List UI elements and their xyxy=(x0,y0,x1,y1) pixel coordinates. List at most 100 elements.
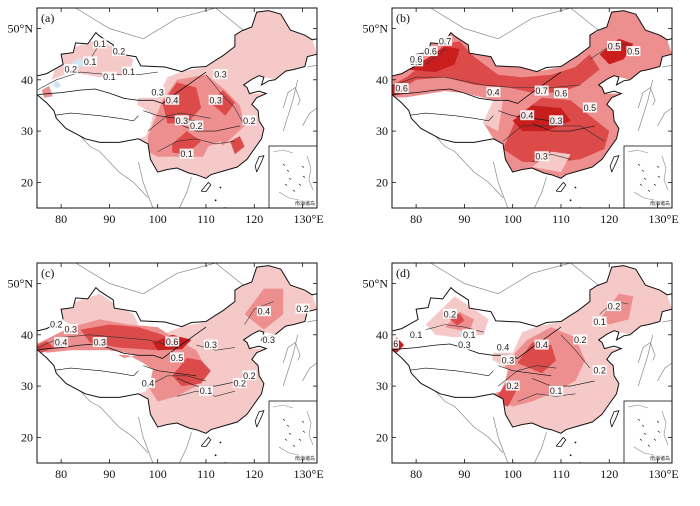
contour-label: 0.6 xyxy=(395,84,408,94)
x-tick-label: 110 xyxy=(552,467,570,481)
contour-label: 0.1 xyxy=(550,386,563,396)
shaded-region-light xyxy=(196,141,228,173)
contour-label: 0.3 xyxy=(209,95,222,105)
map-panel-c: 0.20.30.4 0.3 0.60.50.30.40.40.30.20.20.10… xyxy=(8,262,324,481)
shaded-region-light xyxy=(482,99,503,132)
y-tick-label: 20 xyxy=(376,430,388,444)
x-tick-label: 120 xyxy=(600,212,618,226)
contour-label: 0.3 xyxy=(214,70,227,80)
contour-label: 0.1 xyxy=(593,317,606,327)
panel-tag: (a) xyxy=(41,11,54,25)
x-tick-label: 120 xyxy=(600,467,618,481)
south-china-sea-inset: 南海诸岛 xyxy=(623,400,673,464)
plot-frame xyxy=(391,262,673,464)
contour-label: 0.4 xyxy=(142,379,155,389)
y-tick-label: 40 xyxy=(376,73,388,87)
shaded-region-light xyxy=(546,391,586,425)
contour-label: 0.4 xyxy=(258,307,271,317)
x-tick-label: 80 xyxy=(410,212,422,226)
y-tick-label: 20 xyxy=(376,175,388,189)
south-china-sea-inset: 南海诸岛 xyxy=(623,145,673,209)
y-tick-label: 40 xyxy=(376,328,388,342)
shaded-region-neg xyxy=(52,80,62,89)
contour-label: 0.4 xyxy=(55,337,68,347)
contour-label: 0.4 xyxy=(487,88,500,98)
contour-label: 0.5 xyxy=(627,47,640,57)
x-tick-label: 90 xyxy=(103,212,115,226)
y-tick-label: 30 xyxy=(376,124,388,138)
y-tick-label: 20 xyxy=(21,175,33,189)
contour-label: 0.2 xyxy=(608,302,621,312)
x-tick-label: 130°E xyxy=(294,467,324,481)
china-outline xyxy=(392,265,672,434)
contour-label: 0.3 xyxy=(205,340,218,350)
x-tick-label: 120 xyxy=(245,212,263,226)
south-china-sea-inset: 南海诸岛 xyxy=(268,400,318,464)
contour-label: 0.1 xyxy=(200,386,213,396)
contour-label: 0.3 xyxy=(176,116,189,126)
map-panel-b: 0.70.60.50.50.60.40.40.70.60.50.30.30.50… xyxy=(363,7,679,226)
contour-label: 0.6 xyxy=(386,339,399,349)
panel-tag: (c) xyxy=(41,266,54,280)
contour-label: 0.4 xyxy=(166,95,179,105)
x-tick-label: 130°E xyxy=(649,467,679,481)
x-tick-label: 100 xyxy=(149,212,167,226)
contour-label: 0.2 xyxy=(444,309,457,319)
y-tick-label: 30 xyxy=(21,124,33,138)
x-tick-label: 120 xyxy=(245,467,263,481)
x-tick-label: 100 xyxy=(504,212,522,226)
x-tick-label: 130°E xyxy=(649,212,679,226)
x-tick-label: 90 xyxy=(458,212,470,226)
inset-label: 南海诸岛 xyxy=(295,455,315,462)
contour-label: 0.3 xyxy=(502,355,515,365)
inset-label: 南海诸岛 xyxy=(295,200,315,207)
x-tick-label: 80 xyxy=(410,467,422,481)
plot-frame xyxy=(391,7,673,209)
contour-label: 0.5 xyxy=(584,103,597,113)
contour-label: 0.2 xyxy=(234,379,247,389)
y-tick-label: 50°N xyxy=(8,277,34,291)
contour-label: 0.3 xyxy=(65,325,78,335)
shaded-region-neg xyxy=(70,58,86,69)
contour-label: 0.1 xyxy=(410,330,423,340)
x-tick-label: 90 xyxy=(103,467,115,481)
contour-label: 0.2 xyxy=(190,121,203,131)
contour-label: 0.3 xyxy=(535,152,548,162)
map-panel-a: 0.10.20.10.20.10.1 0.30.30.4 0.30.30.20.20… xyxy=(8,7,324,226)
shaded-region-dark xyxy=(517,342,557,374)
contour-label: 0.7 xyxy=(439,36,452,46)
shaded-region-dark xyxy=(172,131,202,155)
contour-label: 0.3 xyxy=(262,335,275,345)
contour-label: 0.4 xyxy=(521,111,534,121)
shaded-region-vdark xyxy=(599,38,634,65)
x-tick-label: 110 xyxy=(197,467,215,481)
contour-label: 0.7 xyxy=(535,86,548,96)
x-tick-label: 80 xyxy=(55,467,67,481)
shaded-region-dark xyxy=(230,136,245,155)
contour-label: 0.2 xyxy=(574,335,587,345)
contour-label: 0.4 xyxy=(535,340,548,350)
contour-label: 0.2 xyxy=(243,371,256,381)
shaded-region-dark xyxy=(162,82,202,124)
x-tick-label: 80 xyxy=(55,212,67,226)
y-tick-label: 30 xyxy=(21,379,33,393)
contour-label: 0.4 xyxy=(497,343,510,353)
inset-label: 南海诸岛 xyxy=(650,200,670,207)
contour-label: 0.1 xyxy=(84,57,97,67)
contour-label: 0.6 xyxy=(166,337,179,347)
x-tick-label: 110 xyxy=(197,212,215,226)
contour-label: 0.1 xyxy=(122,67,135,77)
china-outline xyxy=(392,10,672,179)
y-tick-label: 40 xyxy=(21,328,33,342)
shaded-region-mid xyxy=(41,85,53,98)
contour-label: 0.2 xyxy=(113,47,126,57)
plot-frame xyxy=(36,7,318,209)
china-outline xyxy=(37,10,317,179)
y-tick-label: 50°N xyxy=(363,22,389,36)
panel-tag: (d) xyxy=(396,266,410,280)
contour-label: 0.6 xyxy=(424,47,437,57)
contour-label: 0.3 xyxy=(151,88,164,98)
x-tick-label: 110 xyxy=(552,212,570,226)
contour-label: 0.3 xyxy=(458,340,471,350)
contour-label: 0.2 xyxy=(243,116,256,126)
